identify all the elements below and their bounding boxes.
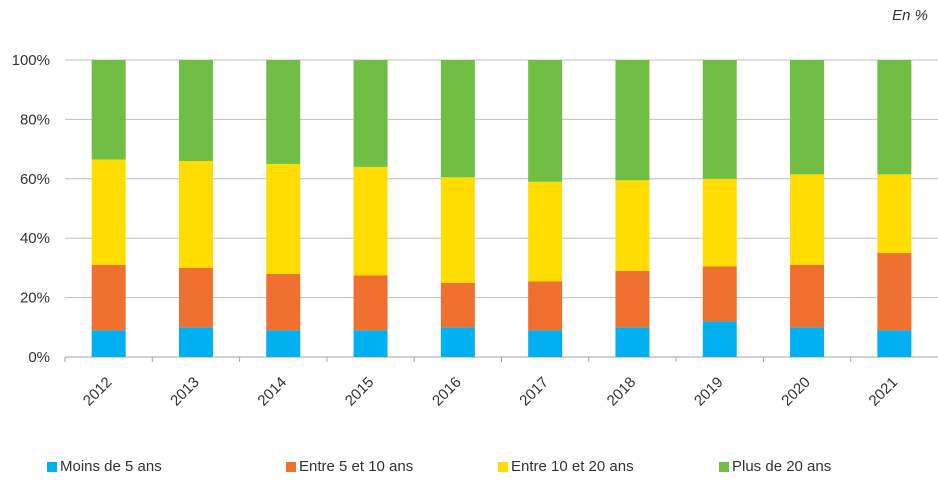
x-tick-label: 2013 [167, 374, 203, 410]
y-tick-label: 40% [20, 230, 50, 247]
bar-group-2015 [353, 60, 388, 357]
bar-segment-plus20 [178, 60, 213, 161]
y-tick-label: 80% [20, 111, 50, 128]
x-tick-label: 2015 [342, 374, 378, 410]
x-tick-label: 2012 [80, 374, 116, 410]
legend-item-moins5: Moins de 5 ans [47, 458, 162, 475]
bar-segment-entre5_10 [353, 275, 388, 331]
bar-segment-entre5_10 [440, 282, 475, 328]
bar-group-2020 [790, 60, 825, 357]
unit-label: En % [892, 7, 928, 24]
legend-item-plus20: Plus de 20 ans [719, 458, 831, 475]
legend-label: Moins de 5 ans [60, 458, 162, 475]
bar-segment-plus20 [91, 60, 126, 160]
bar-segment-plus20 [528, 60, 563, 182]
bar-segment-plus20 [702, 60, 737, 179]
bar-segment-entre5_10 [266, 273, 301, 331]
x-tick-label: 2016 [429, 374, 465, 410]
bar-segment-plus20 [266, 60, 301, 164]
bar-segment-entre5_10 [178, 267, 213, 328]
bar-segment-plus20 [877, 60, 912, 175]
bar-segment-entre10_20 [702, 178, 737, 267]
bar-segment-entre10_20 [91, 159, 126, 265]
bar-group-2014 [266, 60, 301, 357]
legend-swatch [719, 461, 729, 472]
x-tick-label: 2021 [866, 374, 902, 410]
legend-label: Entre 10 et 20 ans [511, 458, 634, 475]
x-tick-label: 2014 [254, 374, 290, 410]
bar-segment-entre10_20 [353, 166, 388, 276]
bar-segment-entre10_20 [266, 163, 301, 274]
bar-segment-moins5 [440, 327, 475, 357]
bar-segment-moins5 [702, 321, 737, 357]
legend-swatch [286, 461, 296, 472]
bar-group-2013 [178, 60, 213, 357]
bar-group-2017 [528, 60, 563, 357]
bar-segment-entre10_20 [790, 174, 825, 265]
bar-segment-moins5 [615, 327, 650, 357]
legend-item-entre5_10: Entre 5 et 10 ans [286, 458, 413, 475]
bar-segment-plus20 [440, 60, 475, 178]
legend-item-entre10_20: Entre 10 et 20 ans [498, 458, 634, 475]
legend: Moins de 5 ans Entre 5 et 10 ans Entre 10 … [0, 458, 938, 480]
bar-segment-moins5 [266, 330, 301, 357]
bar-segment-moins5 [790, 327, 825, 357]
bar-group-2018 [615, 60, 650, 357]
bar-group-2016 [440, 60, 475, 357]
legend-swatch [47, 461, 57, 472]
bar-segment-entre10_20 [615, 180, 650, 271]
bar-segment-moins5 [353, 330, 388, 357]
legend-label: Entre 5 et 10 ans [299, 458, 414, 475]
y-tick-label: 0% [28, 349, 50, 366]
bar-segment-entre5_10 [702, 266, 737, 322]
legend-label: Plus de 20 ans [732, 458, 832, 475]
bar-segment-entre10_20 [528, 181, 563, 282]
bar-segment-moins5 [178, 327, 213, 357]
bar-group-2012 [91, 60, 126, 357]
bar-segment-plus20 [615, 60, 650, 181]
bars-layer [91, 60, 912, 357]
bar-segment-plus20 [353, 60, 388, 167]
bar-segment-moins5 [877, 330, 912, 357]
bar-segment-entre10_20 [178, 160, 213, 268]
bar-segment-plus20 [790, 60, 825, 175]
x-tick-label: 2018 [604, 374, 640, 410]
bar-group-2019 [702, 60, 737, 357]
bar-segment-entre5_10 [91, 264, 126, 331]
x-axis: 2012 2013 2014 2015 2016 2017 2018 2019 2020 2021 [64, 357, 902, 410]
bar-segment-entre5_10 [877, 253, 912, 331]
bar-segment-entre10_20 [877, 174, 912, 254]
legend-swatch [498, 461, 508, 472]
bar-segment-entre10_20 [440, 177, 475, 283]
x-tick-label: 2020 [778, 374, 814, 410]
y-axis: 0% 20% 40% 60% 80% 100% [12, 52, 50, 366]
x-tick-label: 2017 [516, 374, 552, 410]
bar-segment-entre5_10 [615, 270, 650, 328]
bar-segment-entre5_10 [528, 281, 563, 331]
bar-segment-moins5 [91, 330, 126, 357]
y-tick-label: 60% [20, 171, 50, 188]
bar-group-2021 [877, 60, 912, 357]
y-tick-label: 20% [20, 290, 50, 307]
x-tick-label: 2019 [691, 374, 727, 410]
bar-segment-entre5_10 [790, 264, 825, 328]
bar-segment-moins5 [528, 330, 563, 357]
y-tick-label: 100% [12, 52, 50, 69]
